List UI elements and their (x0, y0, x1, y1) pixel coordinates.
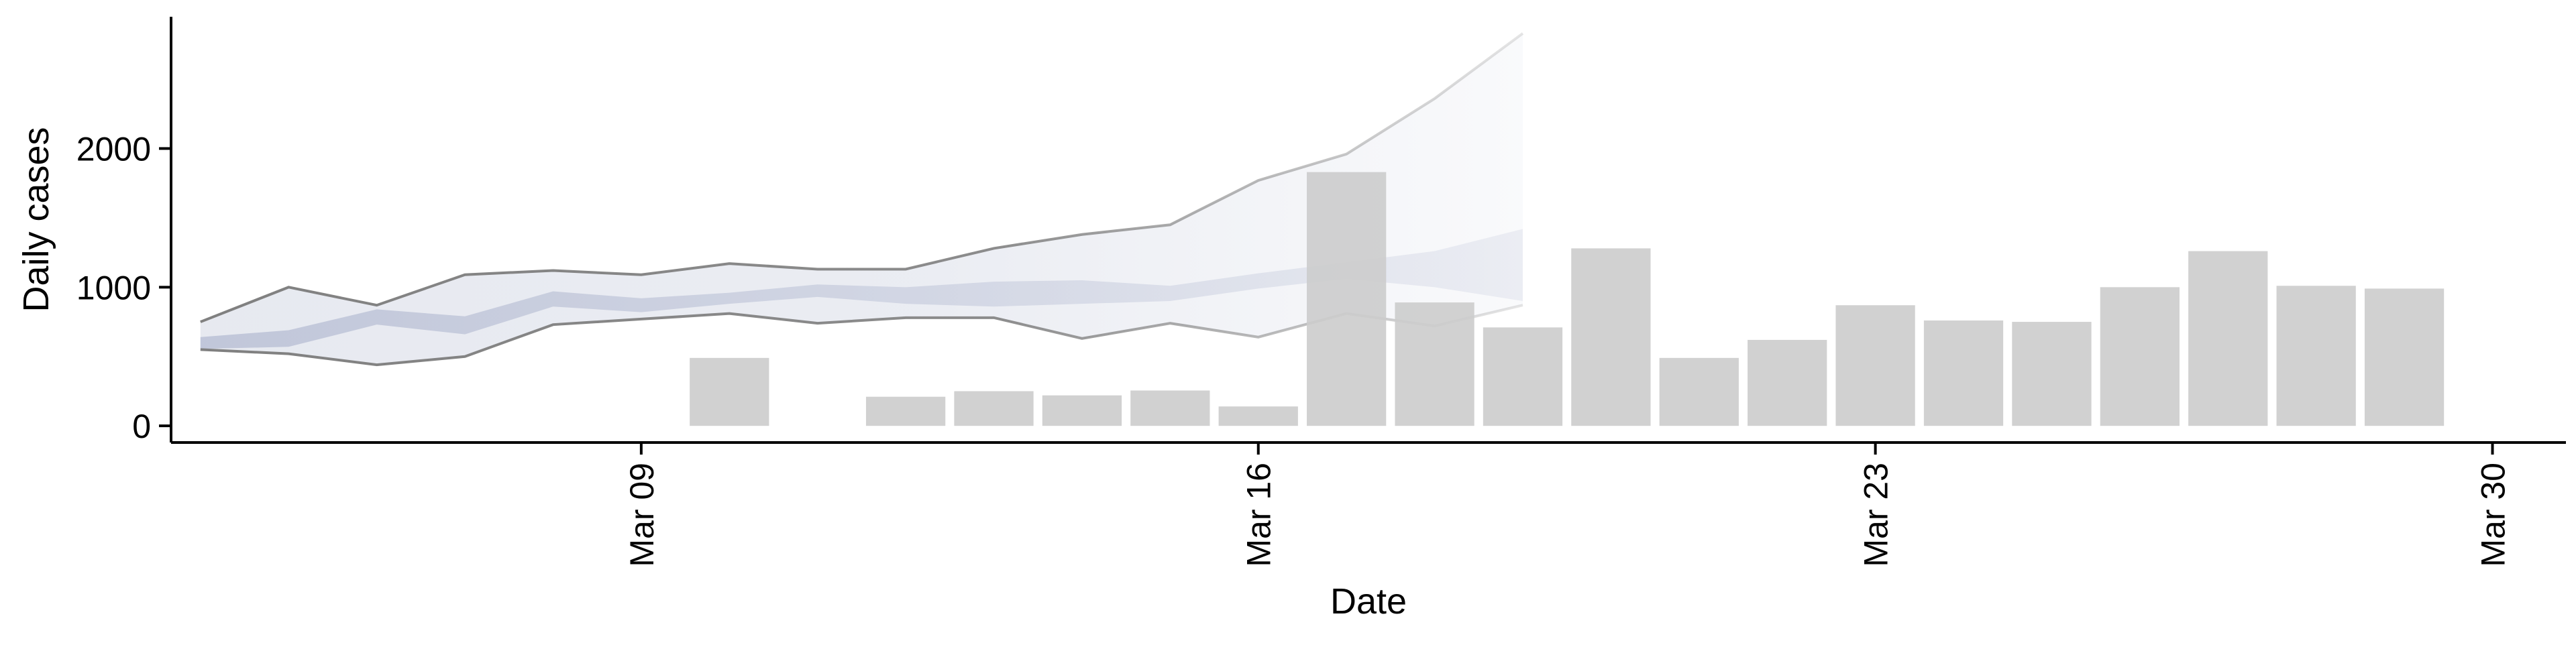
bar (865, 396, 946, 426)
bar (1571, 248, 1651, 426)
bar (1130, 390, 1210, 426)
projection-lower-line (200, 304, 1523, 367)
y-tick-label: 1000 (76, 269, 151, 306)
projection-median-band (200, 229, 1523, 349)
projection-interval-band (200, 33, 1523, 365)
bar (2188, 251, 2268, 426)
bar (954, 391, 1034, 426)
bar (1042, 395, 1122, 426)
bar (2364, 288, 2445, 426)
axes-layer: 0 1000 2000 Mar 09 Mar 16 Mar 23 Mar 30 (76, 17, 2566, 567)
projection-band-layer (200, 32, 1524, 367)
bar (1923, 320, 2004, 426)
bar (1659, 357, 1739, 426)
bar (1395, 302, 1474, 426)
x-tick-label: Mar 09 (623, 463, 661, 567)
bar (1748, 339, 1827, 426)
projection-upper-line (200, 32, 1524, 323)
y-axis-title: Daily cases (16, 127, 56, 312)
bar (2100, 287, 2180, 426)
bar (2276, 286, 2356, 426)
bar (1307, 172, 1387, 426)
x-tick-label: Mar 16 (1240, 463, 1278, 567)
bar (1835, 305, 1915, 426)
bar (1483, 327, 1563, 426)
y-tick-label: 2000 (76, 130, 151, 168)
bar (690, 357, 769, 426)
bar (1218, 406, 1298, 426)
bars-layer (690, 172, 2445, 426)
y-tick-label: 0 (132, 408, 151, 445)
x-axis-title: Date (1330, 581, 1407, 622)
x-tick-label: Mar 23 (1858, 463, 1895, 567)
x-tick-label: Mar 30 (2474, 463, 2512, 567)
bar (2012, 322, 2092, 426)
